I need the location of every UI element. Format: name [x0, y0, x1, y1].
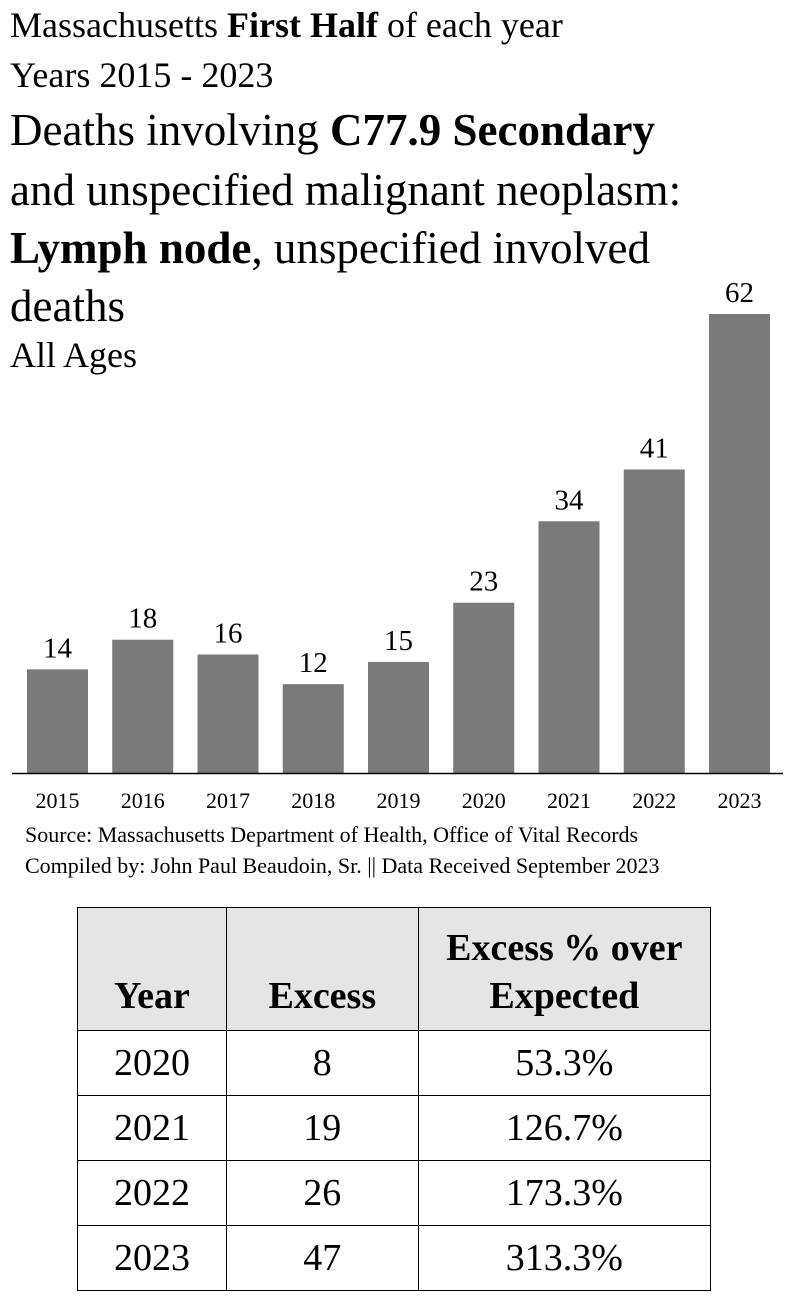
table-row: 2023 47 313.3%	[77, 1225, 712, 1291]
cell-excess-percent: 173.3%	[417, 1160, 712, 1226]
title-line-site: Lymph node, unspecified involved	[10, 222, 650, 274]
x-tick-label-2016: 2016	[121, 788, 165, 813]
title-cause-prefix: Deaths involving	[10, 105, 330, 155]
title-site-suffix: , unspecified involved	[251, 223, 651, 273]
bar-2016	[112, 639, 174, 773]
excess-table: Year Excess Excess % over Expected 2020 …	[77, 907, 712, 1291]
bar-2017	[197, 654, 259, 773]
bar-2020	[453, 602, 515, 773]
cell-excess: 26	[225, 1160, 419, 1226]
source-note: Source: Massachusetts Department of Heal…	[25, 822, 639, 847]
data-label-2020: 23	[469, 566, 498, 598]
data-label-2018: 12	[299, 647, 328, 679]
cell-excess: 8	[225, 1030, 419, 1096]
title-region-text: Massachusetts	[10, 5, 227, 45]
cell-excess-percent: 126.7%	[417, 1095, 712, 1161]
table-row: 2021 19 126.7%	[77, 1095, 712, 1161]
title-line-cause: Deaths involving C77.9 Secondary	[10, 104, 655, 156]
bar-2021	[538, 521, 600, 773]
bar-2022	[623, 469, 685, 773]
cell-year: 2020	[77, 1030, 227, 1096]
title-site-bold: Lymph node	[10, 223, 252, 273]
x-tick-label-2018: 2018	[291, 788, 335, 813]
title-cause-code: C77.9 Secondary	[329, 105, 655, 155]
header-excess-percent: Excess % over Expected	[417, 907, 712, 1031]
data-label-2016: 18	[128, 603, 157, 635]
data-label-2023: 62	[725, 277, 754, 309]
x-tick-label-2020: 2020	[462, 788, 506, 813]
data-label-2019: 15	[384, 625, 413, 657]
cell-excess: 19	[225, 1095, 419, 1161]
cell-excess-percent: 313.3%	[417, 1225, 712, 1291]
bar-2019	[368, 661, 429, 773]
x-tick-label-2017: 2017	[206, 788, 250, 813]
title-line-description: and unspecified malignant neoplasm:	[10, 165, 682, 215]
header-excess: Excess	[225, 907, 419, 1031]
table-row: 2020 8 53.3%	[77, 1030, 712, 1096]
compiled-note: Compiled by: John Paul Beaudoin, Sr. || …	[25, 853, 660, 878]
x-tick-label-2021: 2021	[547, 788, 591, 813]
cell-excess: 47	[225, 1225, 419, 1291]
cell-year: 2022	[77, 1160, 227, 1226]
x-tick-label-2022: 2022	[632, 788, 676, 813]
title-line-deaths: deaths	[10, 281, 125, 331]
data-label-2015: 14	[43, 632, 73, 664]
title-line-region: Massachusetts First Half of each year	[10, 4, 563, 46]
table-row: 2022 26 173.3%	[77, 1160, 712, 1226]
x-tick-label-2015: 2015	[36, 788, 80, 813]
data-label-2017: 16	[214, 618, 243, 650]
table-header-row: Year Excess Excess % over Expected	[77, 907, 712, 1031]
header-year: Year	[77, 907, 227, 1031]
title-line-ages: All Ages	[10, 335, 138, 375]
cell-excess-percent: 53.3%	[417, 1030, 712, 1096]
title-period-text: First Half	[226, 5, 378, 45]
data-label-2021: 34	[555, 484, 585, 516]
bar-chart: 14 2015 18 2016 16 2017 12 2018 15 2019 23 2020 34 20…	[12, 277, 783, 813]
title-line-years: Years 2015 - 2023	[10, 55, 274, 95]
bar-2018	[282, 684, 344, 773]
x-tick-label-2023: 2023	[718, 788, 762, 813]
title-period-suffix: of each year	[377, 5, 563, 45]
bar-2023	[709, 314, 770, 773]
cell-year: 2021	[77, 1095, 227, 1161]
data-label-2022: 41	[640, 432, 669, 464]
x-tick-label-2019: 2019	[377, 788, 421, 813]
bar-2015	[27, 669, 88, 773]
cell-year: 2023	[77, 1225, 227, 1291]
